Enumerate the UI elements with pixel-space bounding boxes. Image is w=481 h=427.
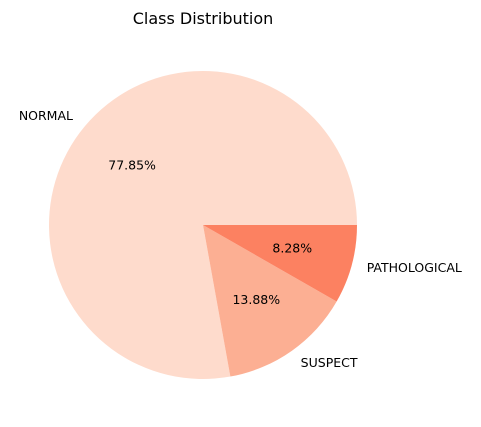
slice-value-label-suspect: 13.88%: [232, 292, 280, 307]
pie-slices: [48, 71, 357, 380]
slice-label-pathological: PATHOLOGICAL: [367, 260, 462, 275]
slice-value-label-pathological: 8.28%: [272, 240, 312, 255]
pie-slice-suspect: [203, 225, 337, 377]
slice-label-normal: NORMAL: [19, 108, 73, 123]
pie-slice-normal: [48, 71, 357, 380]
pie-labels: NORMAL 77.85% SUSPECT 13.88% PATHOLOGICAL 8.2…: [19, 108, 462, 370]
pie-slice-pathological: [203, 225, 357, 302]
slice-label-suspect: SUSPECT: [301, 355, 358, 370]
chart-title: Class Distribution: [133, 9, 274, 28]
slice-value-label-normal: 77.85%: [108, 157, 156, 172]
